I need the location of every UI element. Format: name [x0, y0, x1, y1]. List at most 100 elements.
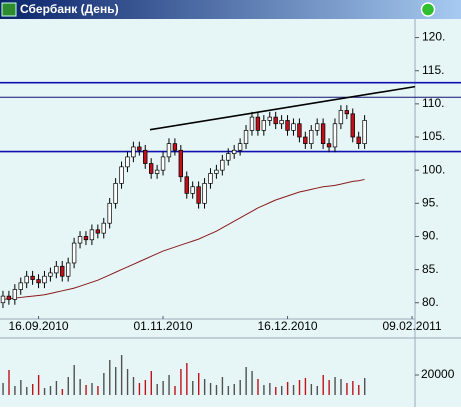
candle-body	[0, 295, 6, 304]
candle-body	[24, 275, 29, 284]
candle-body	[255, 116, 261, 131]
candle-body	[249, 116, 255, 131]
volume-bar	[316, 386, 318, 395]
candle-body	[303, 136, 308, 144]
volume-bar	[346, 383, 348, 395]
volume-bar	[73, 365, 75, 395]
volume-bar	[156, 384, 158, 395]
title-bar	[0, 0, 461, 19]
volume-bar	[8, 370, 10, 395]
candle-body	[12, 289, 18, 300]
volume-bar	[26, 387, 28, 395]
candle-body	[107, 202, 112, 224]
app-icon	[1, 2, 17, 17]
volume-bar	[168, 375, 170, 395]
y-tick-label: 120.	[422, 30, 445, 44]
volume-bar	[209, 383, 212, 395]
candle-body	[261, 120, 267, 131]
candle-body	[36, 279, 41, 284]
volume-bar	[245, 367, 247, 395]
candle-body	[143, 149, 148, 164]
candle-body	[285, 120, 290, 131]
candle-body	[172, 143, 178, 151]
candle-body	[131, 146, 136, 158]
candle-body	[154, 169, 160, 174]
y-tick-label: 100.	[422, 162, 445, 176]
y-tick-label: 95.	[422, 195, 439, 209]
candle-body	[65, 262, 71, 277]
volume-bar	[198, 373, 200, 395]
candle-body	[137, 146, 142, 151]
x-tick-label: 16.12.2010	[258, 319, 318, 333]
candle-body	[60, 265, 65, 277]
volume-bar	[215, 385, 218, 395]
candle-body	[119, 166, 124, 184]
candle-body	[208, 173, 213, 184]
candle-body	[113, 183, 118, 204]
volume-bar	[37, 375, 40, 395]
volume-bar	[292, 385, 295, 395]
volume-bar	[144, 380, 147, 395]
y-tick-label: 110.	[422, 96, 444, 110]
candle-body	[267, 116, 272, 121]
candle-body	[356, 136, 361, 144]
volume-bar	[97, 386, 99, 395]
volume-tick-label: 20000	[421, 367, 455, 381]
candle-body	[101, 222, 106, 234]
candle-body	[326, 143, 332, 148]
candle-body	[30, 275, 35, 280]
candle-body	[83, 236, 89, 241]
volume-bar	[340, 379, 342, 395]
y-tick-label: 85.	[422, 262, 439, 276]
volume-bar	[132, 377, 135, 395]
y-tick-label: 90.	[422, 229, 439, 243]
candle-body	[231, 149, 237, 154]
candle-body	[18, 282, 23, 290]
candle-body	[48, 272, 53, 277]
volume-bar	[103, 373, 105, 395]
volume-bar	[43, 388, 46, 395]
candle-body	[338, 110, 344, 125]
volume-bar	[358, 385, 360, 395]
candle-body	[178, 149, 184, 178]
candle-body	[95, 229, 101, 234]
volume-bar	[227, 386, 230, 395]
volume-bar	[221, 377, 224, 395]
volume-bar	[79, 379, 81, 395]
candle-body	[350, 113, 355, 138]
candle-body	[220, 159, 225, 171]
x-tick-label: 09.02.2011	[382, 319, 441, 333]
x-tick-label: 01.11.2010	[133, 319, 192, 333]
candle-body	[160, 156, 166, 171]
volume-bar	[269, 383, 271, 395]
candle-body	[166, 143, 172, 158]
volume-bar	[322, 375, 324, 395]
volume-bar	[310, 384, 313, 395]
volume-bar	[298, 380, 301, 395]
status-button[interactable]	[420, 2, 436, 17]
volume-bar	[91, 383, 93, 395]
volume-bar	[32, 384, 34, 395]
candle-body	[54, 265, 59, 274]
volume-bar	[85, 385, 87, 395]
volume-bar	[275, 387, 277, 395]
volume-bar	[20, 380, 22, 395]
y-tick-label: 80.	[422, 295, 439, 309]
volume-bar	[2, 383, 4, 395]
candle-body	[291, 123, 296, 131]
volume-bar	[364, 378, 366, 395]
candle-body	[89, 229, 95, 241]
candle-body	[214, 169, 219, 174]
volume-bar	[251, 371, 253, 395]
chart-title: Сбербанк (День)	[20, 2, 119, 16]
candle-body	[314, 123, 320, 131]
volume-bar	[126, 369, 129, 395]
candle-body	[184, 176, 189, 194]
volume-bar	[150, 371, 152, 395]
candle-body	[243, 130, 249, 144]
candle-body	[344, 110, 350, 115]
volume-bar	[115, 367, 117, 395]
candle-body	[190, 186, 195, 194]
volume-bar	[138, 383, 141, 395]
